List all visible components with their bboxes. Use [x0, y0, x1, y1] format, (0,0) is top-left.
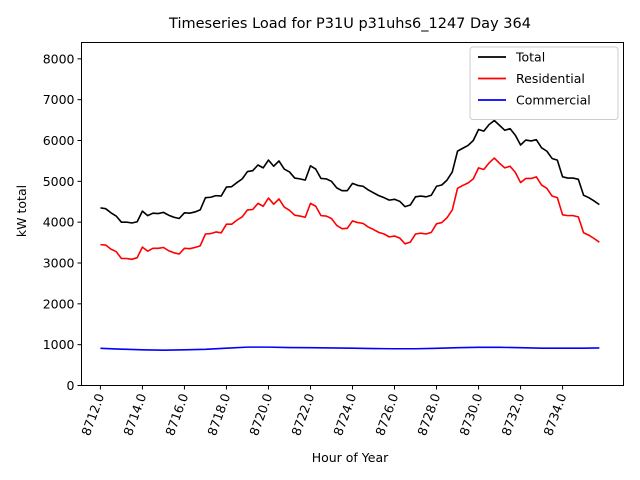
y-tick-label: 1000: [43, 337, 75, 352]
y-tick-label: 0: [67, 378, 75, 393]
legend: Total Residential Commercial: [469, 46, 619, 120]
chart-title: Timeseries Load for P31U p31uhs6_1247 Da…: [168, 16, 531, 32]
plot-area-frame: [81, 42, 624, 386]
series-line-residential: [100, 157, 600, 261]
series-line-total: [100, 119, 600, 224]
x-axis-label: Hour of Year: [312, 450, 389, 465]
y-tick-label: 2000: [43, 296, 75, 311]
legend-box: [469, 46, 619, 120]
y-tick-label: 6000: [43, 133, 75, 148]
plot-lines: [100, 119, 600, 351]
y-tick-label: 4000: [43, 215, 75, 230]
y-axis-label: kW total: [14, 185, 29, 237]
y-tick-label: 7000: [43, 92, 75, 107]
legend-label: Total: [515, 50, 545, 65]
y-tick-label: 8000: [43, 51, 75, 66]
legend-label: Commercial: [516, 93, 591, 108]
legend-label: Residential: [516, 71, 585, 86]
series-line-commercial: [100, 346, 600, 351]
y-tick-label: 5000: [43, 174, 75, 189]
y-tick-label: 3000: [43, 256, 75, 271]
